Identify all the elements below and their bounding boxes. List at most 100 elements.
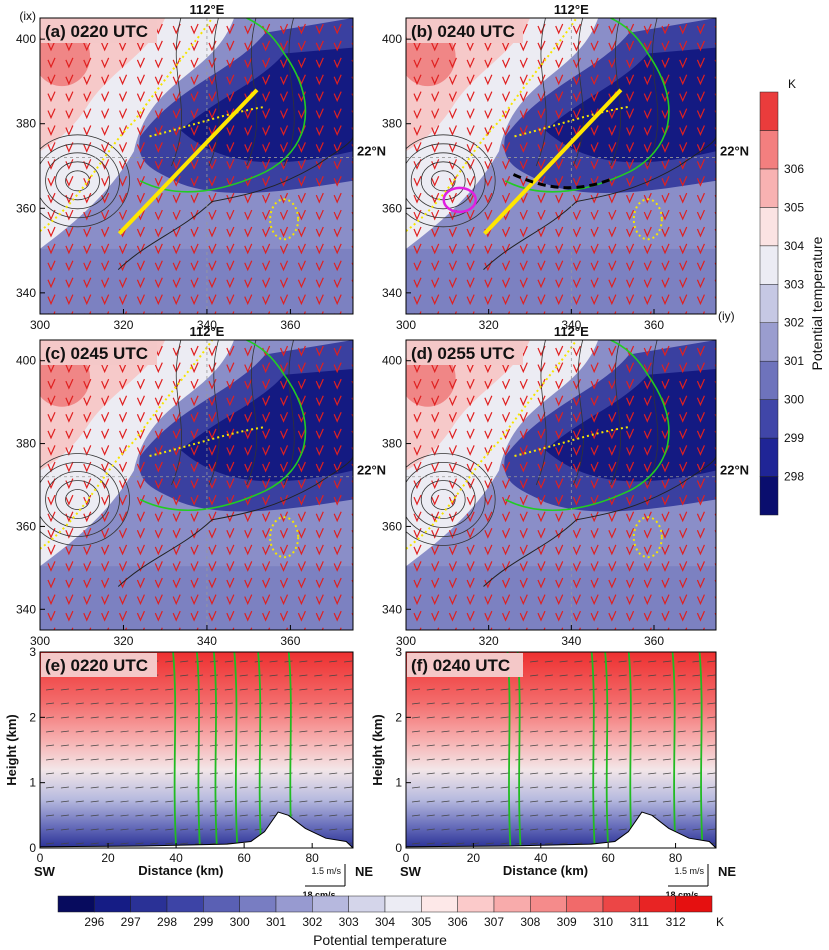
lon-label: 112°E — [190, 2, 225, 17]
colorbar-tick-label: 298 — [784, 470, 804, 484]
y-tick-label: 340 — [16, 286, 36, 300]
x-tick-label: 60 — [237, 851, 251, 865]
yellow-contour-3 — [632, 516, 663, 559]
x-tick-label: 0 — [37, 851, 44, 865]
colorbar-swatch — [759, 91, 779, 131]
panel-frame — [405, 17, 717, 315]
colorbar-swatch — [759, 437, 779, 477]
green-line — [213, 652, 218, 848]
colorbar-tick-label: 303 — [339, 915, 359, 929]
y-tick-label: 380 — [382, 437, 402, 451]
ref-vertical-label: 1.5 m/s — [311, 866, 341, 876]
colorbar-swatch — [203, 895, 240, 913]
colorbar-tick-label: 308 — [520, 915, 540, 929]
x-axis-label: Distance (km) — [503, 863, 588, 878]
y-tick-label: 3 — [29, 645, 36, 659]
section-panel-e: (e) 0220 UTC 0 20 40 60 80 0 1 2 3 Distance (km) He… — [4, 645, 373, 900]
colorbar-tick-label: 302 — [784, 316, 804, 330]
x-tick-label: 360 — [644, 318, 664, 332]
colorbar-swatch — [530, 895, 567, 913]
lat-label: 22°N — [720, 463, 749, 478]
map-field — [406, 340, 716, 630]
colorbar-tick-label: 304 — [375, 915, 395, 929]
y-tick-label: 0 — [395, 841, 402, 855]
x-tick-label: 320 — [113, 634, 133, 648]
magenta-circle — [442, 186, 477, 214]
x-tick-label: 360 — [280, 318, 300, 332]
y-tick-label: 340 — [16, 602, 36, 616]
map-field — [40, 340, 353, 630]
x-tick-label: 20 — [101, 851, 115, 865]
green-line — [627, 652, 633, 848]
x-tick-label: 300 — [30, 318, 50, 332]
colorbar-swatch — [312, 895, 349, 913]
colorbar-unit: K — [788, 77, 796, 91]
panel-title-text: (f) 0240 UTC — [411, 656, 510, 675]
colorbar-swatch — [275, 895, 313, 913]
y-tick-label: 3 — [395, 645, 402, 659]
x-tick-label: 300 — [30, 634, 50, 648]
section-line — [483, 88, 623, 236]
x-tick-label: 360 — [644, 634, 664, 648]
colorbar-swatch — [639, 895, 676, 913]
colorbar-swatch — [602, 895, 640, 913]
theta-field — [40, 652, 353, 848]
colorbar-swatch — [566, 895, 604, 913]
x-tick-label: 80 — [305, 851, 319, 865]
panel-frame — [39, 651, 354, 849]
field-cold-2 — [180, 369, 353, 482]
y-tick-label: 360 — [382, 519, 402, 533]
colorbar-label: Potential temperature — [809, 236, 825, 370]
map-panel-d: (d) 0255 UTC 112°E 22°N 300 320 340 360 340 360 3… — [382, 324, 749, 648]
panel-title: (e) 0220 UTC — [41, 653, 157, 677]
lon-label: 112°E — [554, 2, 589, 17]
y-tick-label: 360 — [382, 201, 402, 215]
colorbar-swatch — [759, 207, 779, 247]
map-field — [40, 18, 353, 314]
map-panel-a: (a) 0220 UTC 112°E 22°N 300 320 340 360 340 360 3… — [16, 2, 386, 332]
colorbar-tick-label: 300 — [230, 915, 250, 929]
y-tick-label: 380 — [16, 437, 36, 451]
colorbar-swatch — [759, 284, 779, 323]
colorbar-bottom: 296 297 298 299 300 301 302 303 304 305 306 307 308 3… — [57, 895, 724, 948]
x-tick-label: 60 — [601, 851, 615, 865]
colorbar-tick-label: 304 — [784, 239, 804, 253]
colorbar-tick-label: 302 — [302, 915, 322, 929]
panel-frame — [39, 17, 354, 315]
colorbar-tick-label: 306 — [784, 162, 804, 176]
colorbar-swatch — [348, 895, 386, 913]
wind-barbs — [47, 345, 353, 630]
colorbar-swatch — [759, 399, 779, 439]
green-line — [233, 652, 239, 848]
colorbar-tick-label: 298 — [157, 915, 177, 929]
colorbar-tick-label: 296 — [84, 915, 104, 929]
y-tick-label: 2 — [395, 710, 402, 724]
green-line — [196, 652, 201, 848]
map-field — [406, 18, 716, 314]
wind-barbs — [413, 345, 716, 630]
coastline — [117, 455, 353, 587]
colorbar-swatch — [759, 130, 779, 170]
colorbar-swatch — [675, 895, 713, 913]
colorbar-swatch — [57, 895, 95, 913]
dir-right: NE — [718, 864, 736, 879]
y-tick-label: 400 — [382, 354, 402, 368]
ref-vertical-label: 1.5 m/s — [674, 866, 704, 876]
x-tick-label: 20 — [467, 851, 481, 865]
panel-frame — [39, 339, 354, 631]
green-contour — [504, 340, 670, 511]
ref-horizontal-label: 18 cm/s — [302, 890, 335, 900]
panel-frame — [405, 339, 717, 631]
x-tick-label: 340 — [561, 634, 581, 648]
colorbar-tick-label: 301 — [784, 354, 804, 368]
x-tick-label: 40 — [169, 851, 183, 865]
green-contour — [139, 340, 307, 511]
y-tick-label: 380 — [16, 117, 36, 131]
lat-label: 22°N — [720, 144, 749, 159]
x-tick-label: 40 — [534, 851, 548, 865]
title-box — [407, 653, 523, 677]
coastline — [483, 455, 716, 587]
y-tick-label: 360 — [16, 201, 36, 215]
colorbar-swatch — [130, 895, 168, 913]
title-box — [41, 341, 157, 365]
